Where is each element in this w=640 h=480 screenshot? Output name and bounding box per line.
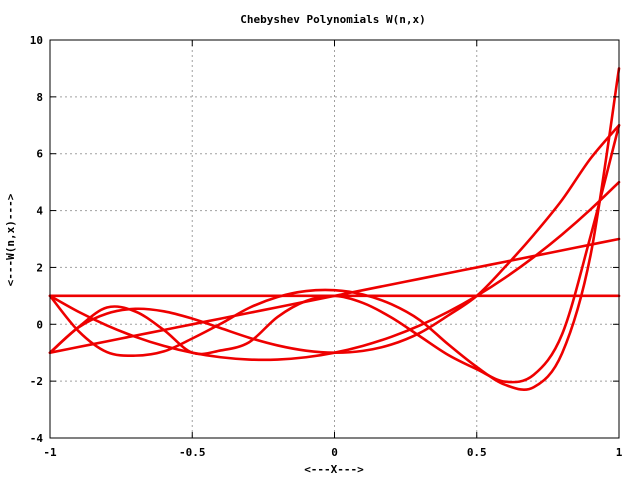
y-axis-label: <---W(n,x)---> <box>4 193 17 286</box>
chart-title: Chebyshev Polynomials W(n,x) <box>240 13 425 26</box>
series-line-4 <box>48 67 621 391</box>
grid-lines <box>50 40 619 438</box>
y-tick-label: -2 <box>30 375 43 388</box>
y-tick-label: 6 <box>36 148 43 161</box>
x-tick-label: -0.5 <box>179 446 206 459</box>
series-lines <box>48 67 621 391</box>
y-tick-label: 8 <box>36 91 43 104</box>
x-tick-label: 0.5 <box>467 446 487 459</box>
series-line-5 <box>48 123 621 384</box>
x-tick-label: -1 <box>43 446 57 459</box>
y-tick-label: 4 <box>36 205 43 218</box>
x-tick-label: 0 <box>331 446 338 459</box>
series-line-3 <box>48 123 621 355</box>
x-axis-label: <---X---> <box>304 463 364 476</box>
x-tick-label: 1 <box>616 446 623 459</box>
y-tick-label: 2 <box>36 261 43 274</box>
y-tick-label: 0 <box>36 318 43 331</box>
axis-ticks: -1 -0.5 0 0.5 1 -4 -2 0 2 4 6 8 10 <box>30 34 623 459</box>
y-tick-label: 10 <box>30 34 43 47</box>
plot-frame <box>49 39 620 439</box>
y-tick-label: -4 <box>30 432 44 445</box>
